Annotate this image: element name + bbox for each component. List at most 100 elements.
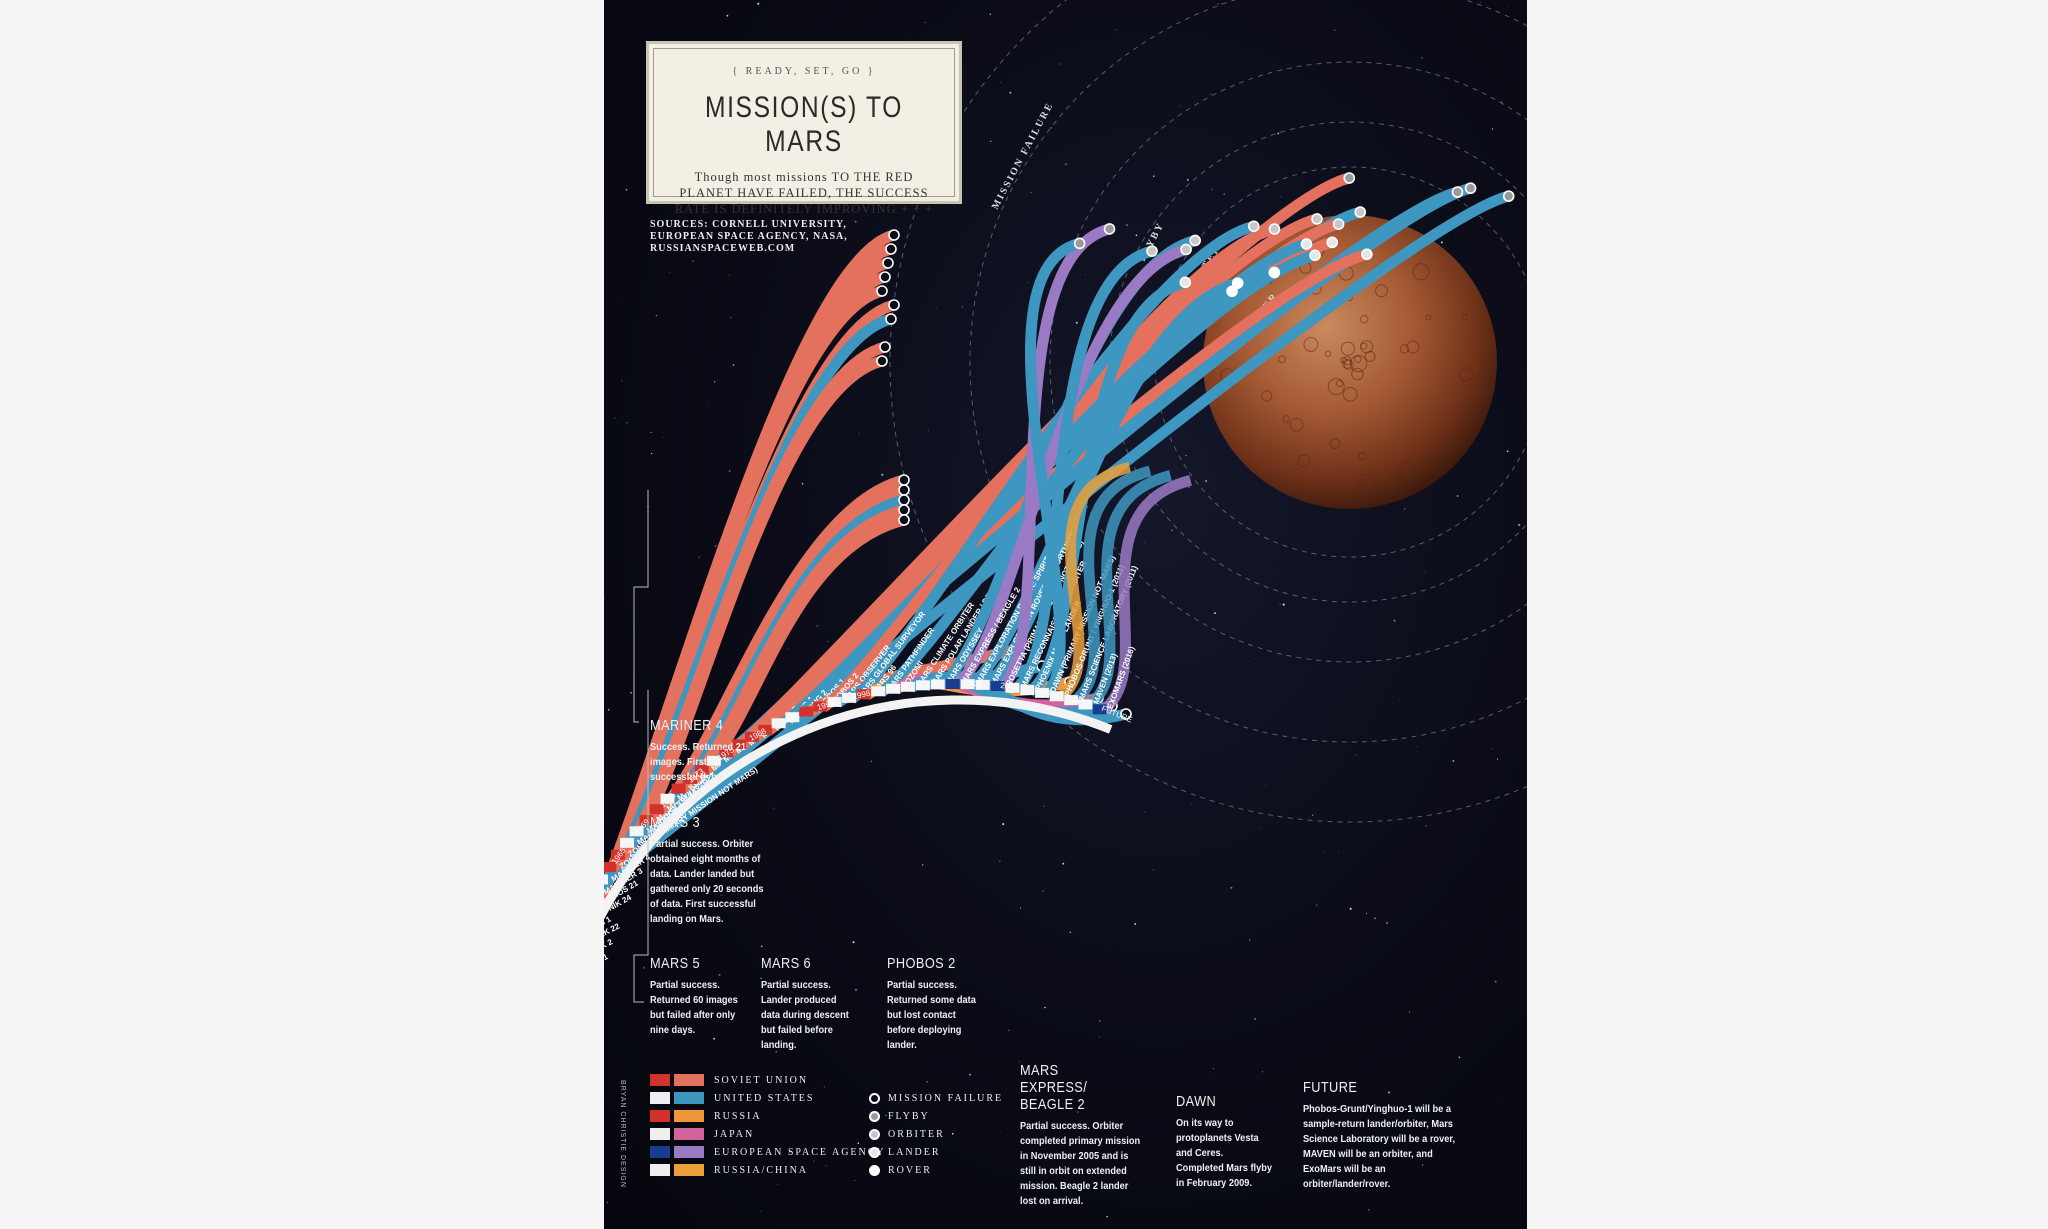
star <box>1421 57 1423 59</box>
crater <box>1289 417 1304 432</box>
star <box>801 482 804 485</box>
star <box>1399 699 1401 701</box>
star <box>922 864 924 866</box>
crater <box>1406 340 1420 354</box>
star <box>788 1151 791 1153</box>
star <box>1018 1061 1020 1063</box>
note-head: MARINER 4 <box>650 717 724 734</box>
outcome-dot-icon <box>869 1146 880 1158</box>
star <box>1065 163 1067 166</box>
orbit-ring-0 <box>889 0 1527 823</box>
star <box>922 774 923 776</box>
outcome-marker <box>1300 238 1313 250</box>
note-body: Success. Returned 21 images. First succe… <box>650 741 747 783</box>
star <box>1416 158 1418 160</box>
color-swatch <box>674 1110 704 1122</box>
flag-icon <box>629 826 644 837</box>
star <box>1185 455 1187 456</box>
crater <box>1358 473 1376 491</box>
outcome-marker <box>1451 186 1464 198</box>
star <box>1440 983 1441 985</box>
star <box>1042 890 1044 892</box>
note-mars6: MARS 6 Partial success. Lander produced … <box>761 955 861 1053</box>
flag-icon <box>660 793 675 804</box>
star <box>891 1003 893 1005</box>
star <box>1254 1018 1257 1021</box>
year-label: 2005 <box>1036 686 1056 699</box>
star <box>1494 980 1497 983</box>
star <box>1374 917 1376 920</box>
star <box>1211 188 1213 191</box>
star <box>773 807 775 809</box>
flag-icon <box>650 1110 670 1122</box>
star <box>1024 1071 1026 1073</box>
crater <box>1459 367 1474 382</box>
star <box>1091 1158 1092 1160</box>
legend-label: JAPAN <box>714 1128 755 1140</box>
outcome-marker <box>888 229 900 241</box>
subtitle: Though most missions TO THE RED PLANET H… <box>674 170 934 216</box>
star <box>1002 823 1005 826</box>
star <box>1062 862 1065 865</box>
star <box>1008 1029 1010 1032</box>
year-label: 2001 <box>926 679 945 689</box>
star <box>1452 760 1455 762</box>
flag-icon <box>719 747 734 758</box>
star <box>1458 1056 1461 1059</box>
crater <box>1303 337 1319 352</box>
flag-icon <box>1035 687 1050 698</box>
flag-icon <box>1078 699 1093 710</box>
star <box>819 302 822 304</box>
star <box>1404 508 1406 510</box>
star <box>1213 612 1217 615</box>
note-head: MARS 3 <box>650 814 701 831</box>
outcome-marker <box>885 243 897 255</box>
star <box>1098 1020 1101 1022</box>
outcome-dot-icon <box>869 1110 880 1122</box>
star <box>1507 6 1508 7</box>
flag-icon <box>827 696 842 707</box>
outcome-marker <box>879 271 891 283</box>
star <box>1059 63 1061 65</box>
star <box>881 473 884 476</box>
legend-outcome-row: FLYBY <box>869 1107 1003 1125</box>
flag-icon <box>650 1164 670 1176</box>
note-mars3: MARS 3 Partial success. Orbiter obtained… <box>650 814 780 927</box>
outcome-marker <box>898 474 910 486</box>
star <box>1425 825 1427 827</box>
outcome-marker <box>898 504 910 516</box>
orbit-ring-1 <box>969 0 1527 743</box>
star <box>732 364 735 366</box>
outcome-marker <box>1361 248 1373 261</box>
star <box>1491 748 1493 750</box>
legend-label: ROVER <box>888 1164 932 1176</box>
star <box>928 429 929 431</box>
crater <box>1425 314 1432 321</box>
flag-icon <box>731 739 746 750</box>
star <box>725 221 727 224</box>
note-head: MARS 6 <box>761 955 812 972</box>
mission-ribbon <box>1070 465 1152 706</box>
star <box>1416 746 1418 748</box>
star <box>1043 805 1045 807</box>
star <box>1312 814 1314 816</box>
note-body: Phobos-Grunt/Yinghuo-1 will be a sample-… <box>1303 1103 1456 1190</box>
star <box>837 582 839 583</box>
star <box>989 13 992 15</box>
orbit-ring-2 <box>1049 61 1527 663</box>
mission-ribbon <box>608 341 887 873</box>
star <box>1496 758 1499 760</box>
star <box>1197 1153 1199 1155</box>
star <box>1480 929 1482 930</box>
outcome-dot-icon <box>869 1092 880 1104</box>
mission-ribbon <box>952 244 1188 690</box>
star <box>1152 869 1155 871</box>
year-label: 1999 <box>889 682 908 694</box>
page-title: MISSION(S) TO MARS <box>704 91 904 158</box>
note-body: Partial success. Returned some data but … <box>887 979 976 1051</box>
star <box>1355 754 1357 756</box>
mission-diagram: MISSION FAILURE FLYBY ORBITER LANDER ROVER M… <box>604 0 1527 1228</box>
star <box>1506 450 1509 453</box>
star <box>625 188 628 191</box>
star <box>607 708 610 711</box>
